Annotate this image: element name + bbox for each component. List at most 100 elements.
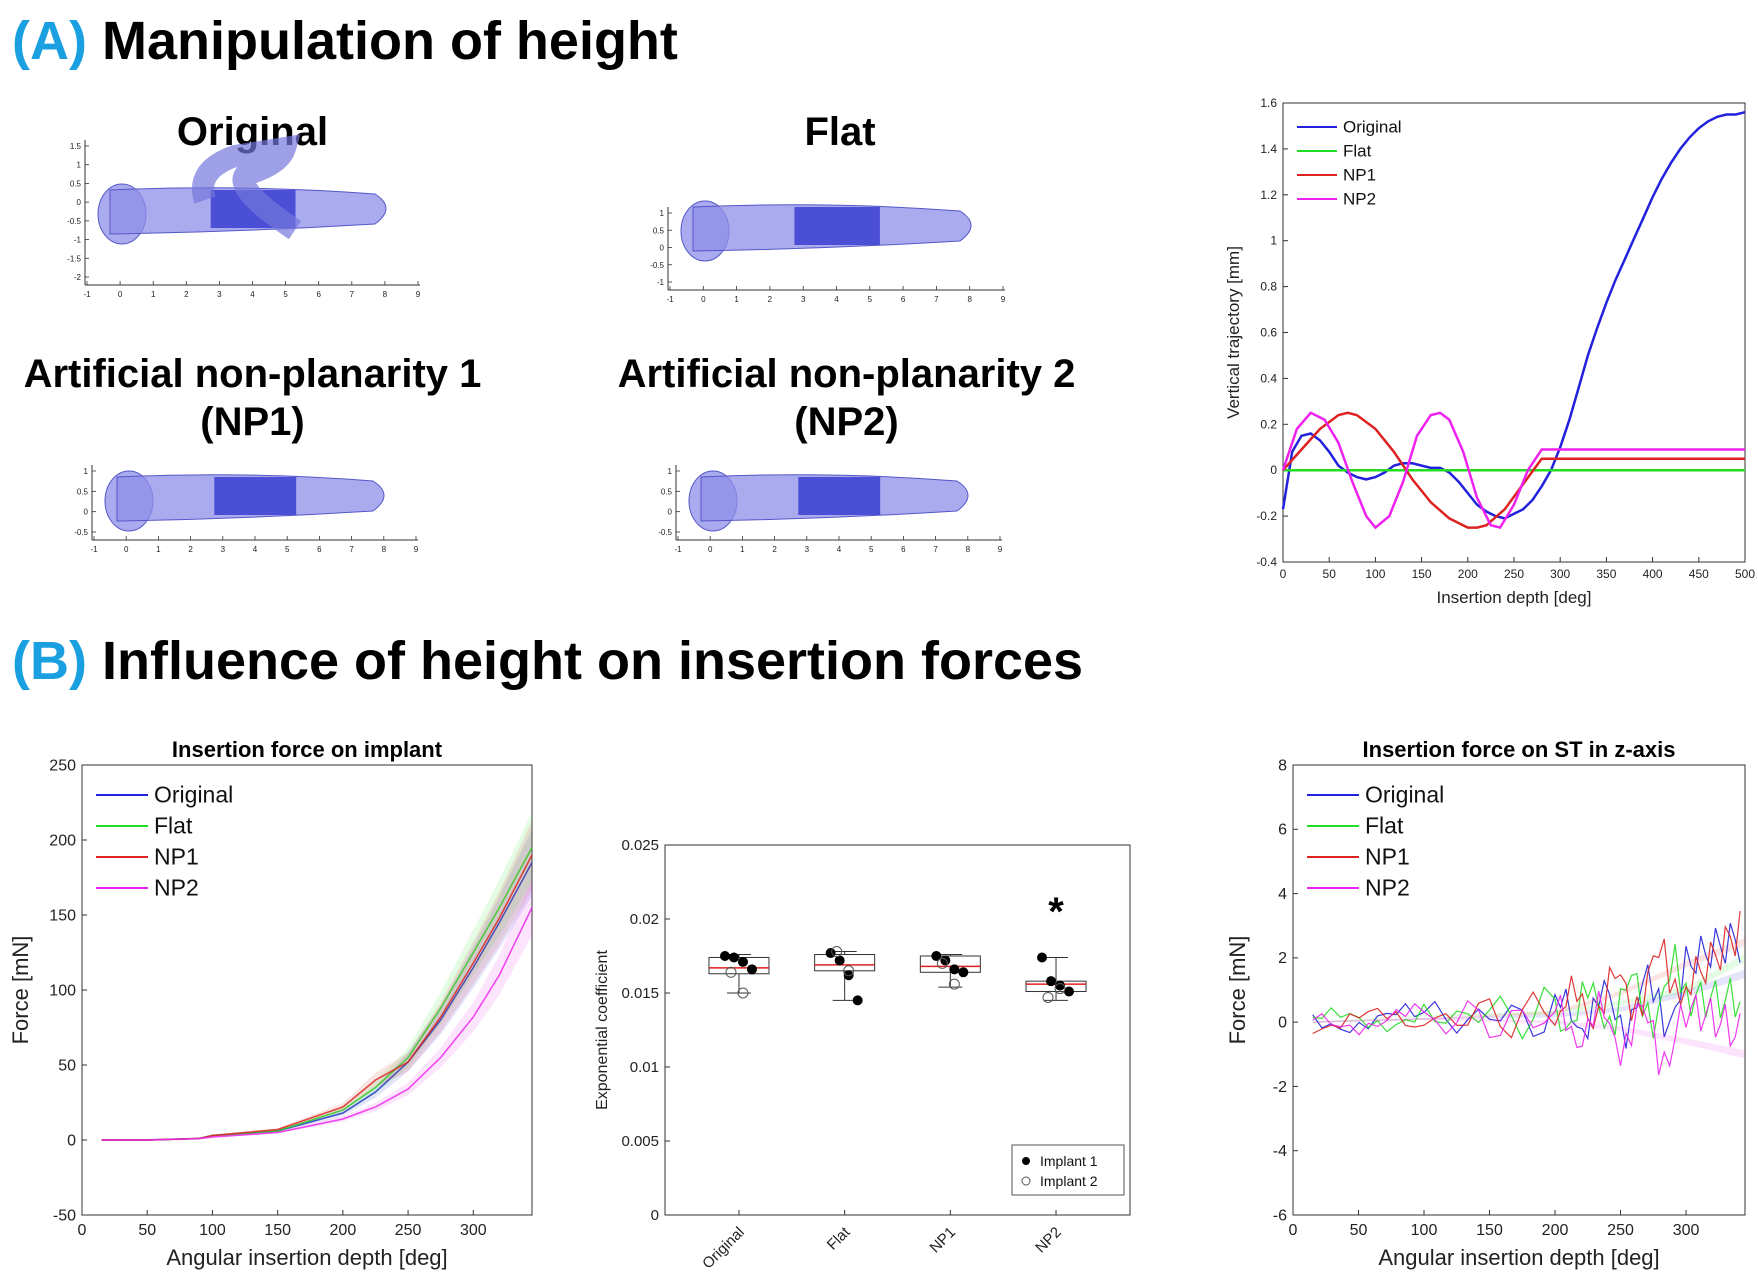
implant2-point — [725, 966, 737, 978]
implant-xtick-label: 3 — [801, 295, 806, 304]
implant1-point — [1037, 952, 1048, 963]
panel-title-np2-line1: Artificial non-planarity 2 — [617, 352, 1076, 396]
xtick-label: 300 — [1673, 1222, 1700, 1239]
implant-xtick-label: 5 — [283, 290, 288, 299]
implant-xtick-label: 6 — [317, 545, 322, 554]
implant1-point — [1046, 976, 1057, 987]
xtick-label: 50 — [1323, 567, 1337, 581]
series-line-np2 — [1312, 990, 1741, 1075]
implant-xtick-label: 1 — [156, 545, 161, 554]
ytick-label: 0 — [651, 1207, 659, 1224]
ytick-label: 0.4 — [1260, 371, 1277, 385]
legend-label-np1: NP1 — [154, 844, 199, 870]
xtick-label: 450 — [1689, 567, 1709, 581]
ytick-label: -50 — [53, 1207, 76, 1224]
implant-ytick-label: 0.5 — [653, 226, 665, 235]
series-line-np1 — [1282, 411, 1745, 529]
xtick-label: 500 — [1735, 567, 1755, 581]
implant-xtick-label: 7 — [349, 545, 354, 554]
implant-panel-0: 1.510.50-0.5-1-1.5-2-1 0 1 2 3 4 5 6 7 8 9 — [67, 134, 421, 299]
ytick-label: 0.025 — [621, 837, 659, 854]
ytick-label: -2 — [1273, 1079, 1287, 1096]
legend-label-np2: NP2 — [154, 875, 199, 901]
implant1-point — [949, 964, 960, 975]
implant-xtick-label: 3 — [221, 545, 226, 554]
section-a-tag: (A) — [12, 11, 87, 71]
implant-ytick-label: 1 — [84, 467, 89, 476]
implant-xtick-label: 4 — [253, 545, 258, 554]
ytick-label: 0 — [67, 1132, 76, 1149]
chart-force-implant: 0 50 100 150 200 250 300-50050100150200250Inse… — [8, 737, 533, 1270]
series-line-np1 — [1312, 911, 1741, 1039]
xtick-label: 0 — [1280, 567, 1287, 581]
legend-label-flat: Flat — [1343, 142, 1372, 161]
xtick-label: 200 — [330, 1222, 357, 1239]
implant-ytick-label: 0.5 — [661, 487, 673, 496]
legend-label-np1: NP1 — [1343, 166, 1376, 185]
implant1-point — [1064, 986, 1075, 997]
ytick-label: 0.015 — [621, 985, 659, 1002]
ytick-label: -6 — [1273, 1207, 1287, 1224]
implant-ytick-label: -0.5 — [74, 528, 88, 537]
implant-loop — [192, 134, 302, 240]
implant-inner-section — [798, 477, 881, 515]
chart-exp-coef: 0 0.005 0.01 0.015 0.02 0.025 Exponential coef… — [594, 837, 1131, 1272]
implant-xtick-label: 7 — [934, 295, 939, 304]
ytick-label: 0.02 — [630, 911, 659, 928]
xtick-label-np1: NP1 — [927, 1224, 960, 1257]
xtick-label-np2: NP2 — [1032, 1224, 1065, 1257]
ytick-label: 0.01 — [630, 1059, 659, 1076]
legend-label-implant1: Implant 1 — [1040, 1153, 1098, 1169]
xtick-label: 50 — [138, 1222, 156, 1239]
legend-label-flat: Flat — [1365, 813, 1404, 839]
implant-xtick-label: 2 — [772, 545, 777, 554]
xtick-label: 150 — [264, 1222, 291, 1239]
series-line-original — [101, 862, 533, 1141]
x-axis-label: Angular insertion depth [deg] — [166, 1245, 447, 1270]
plot-frame — [1292, 764, 1746, 1216]
implant2-point — [831, 946, 843, 958]
implant1-point — [746, 964, 757, 975]
implant-xtick-label: 3 — [217, 290, 222, 299]
series-line-flat — [1312, 944, 1741, 1041]
implant-xtick-label: -1 — [90, 545, 98, 554]
implant-ytick-label: 1 — [668, 467, 673, 476]
ytick-label: 8 — [1278, 757, 1287, 774]
xtick-label: 200 — [1542, 1222, 1569, 1239]
ytick-label: 50 — [58, 1057, 76, 1074]
section-b-title: Influence of height on insertion forces — [101, 631, 1084, 691]
implant1-point — [843, 970, 854, 981]
ytick-label: 1.4 — [1260, 142, 1277, 156]
xtick-label: 150 — [1476, 1222, 1503, 1239]
legend-label-original: Original — [154, 782, 233, 808]
ytick-label: 0.6 — [1260, 326, 1277, 340]
significance-star: * — [1048, 890, 1064, 934]
implant-ytick-label: -0.5 — [650, 261, 664, 270]
implant-panel-2: 1 0.5 0 -0.5-1 0 1 2 3 4 5 6 7 8 9 — [74, 465, 419, 554]
implant1-point — [719, 951, 730, 961]
y-axis-label: Exponential coefficient — [594, 950, 611, 1110]
implant1-point — [825, 948, 836, 959]
implant2-point — [843, 965, 855, 977]
implant2-point — [936, 957, 948, 969]
implant-panel-1: 1 0.5 0 -0.5 -1-1 0 1 2 3 4 5 6 7 8 9 — [650, 200, 1006, 304]
xtick-label: 250 — [1504, 567, 1524, 581]
legend-label-np2: NP2 — [1365, 875, 1410, 901]
panel-title-np1-line1: Artificial non-planarity 1 — [23, 352, 482, 396]
legend-marker-implant1 — [1022, 1157, 1030, 1165]
chart-force-st: 0 50 100 150 200 250 300 -6 -4 -2 0 2 4 6 8 Insertion f… — [1225, 737, 1746, 1270]
implant-ytick-label: -1.5 — [67, 254, 81, 263]
chart-title: Insertion force on implant — [172, 737, 443, 762]
implant-xtick-label: 2 — [188, 545, 193, 554]
xtick-label: 300 — [460, 1222, 487, 1239]
legend-marker-implant2 — [1021, 1176, 1031, 1186]
implant-ytick-label: 0 — [668, 508, 673, 517]
implant1-point — [931, 951, 942, 961]
x-axis-label: Insertion depth [deg] — [1436, 588, 1591, 607]
section-b-tag: (B) — [12, 631, 87, 691]
implant-xtick-label: 1 — [734, 295, 739, 304]
implant-panel-3: 1 0.5 0 -0.5-1 0 1 2 3 4 5 6 7 8 9 — [658, 465, 1003, 554]
implant-xtick-label: -1 — [666, 295, 674, 304]
xtick-label: 50 — [1350, 1222, 1368, 1239]
